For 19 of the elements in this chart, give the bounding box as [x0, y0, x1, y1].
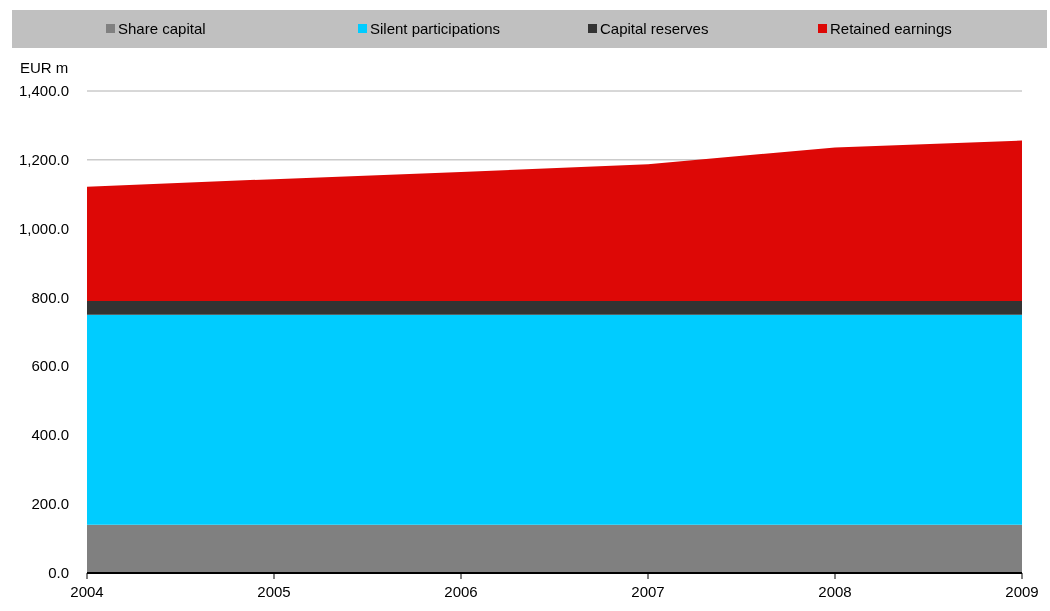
y-tick-label: 800.0 [31, 288, 69, 306]
x-tick-label: 2004 [70, 583, 104, 600]
legend-label: Share capital [118, 20, 206, 37]
legend-label: Retained earnings [830, 20, 952, 37]
y-tick-label: 200.0 [31, 495, 69, 513]
x-tick-label: 2008 [818, 583, 852, 600]
y-tick-label: 1,400.0 [18, 82, 69, 99]
y-tick-label: 400.0 [31, 426, 69, 444]
y-axis-title: EUR m [20, 59, 69, 76]
y-tick-label: 1,200.0 [18, 150, 69, 168]
legend-label: Silent participations [370, 20, 501, 37]
y-tick-label: 1,000.0 [18, 219, 69, 237]
x-tick-label: 2007 [631, 583, 665, 600]
x-tick-label: 2005 [257, 583, 291, 600]
y-tick-label: 600.0 [31, 357, 69, 375]
x-tick-label: 2006 [444, 583, 478, 600]
x-tick-label: 2009 [1005, 583, 1039, 600]
legend-label: Capital reserves [600, 20, 709, 37]
y-tick-label: 0.0 [48, 564, 69, 581]
